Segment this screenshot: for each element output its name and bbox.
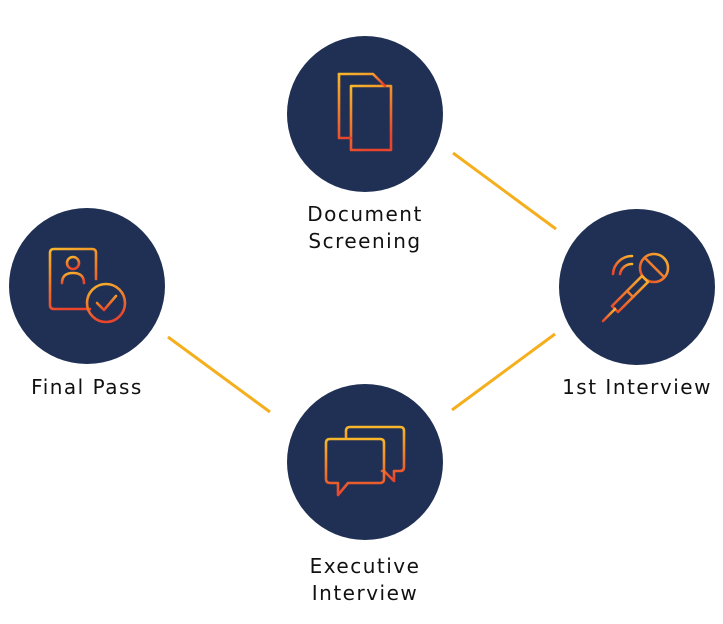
step-label-document-screening: Document Screening <box>307 202 423 253</box>
connector-executive-to-final-pass <box>167 335 271 414</box>
documents-icon <box>337 68 393 152</box>
step-executive-interview <box>287 384 443 540</box>
microphone-icon <box>601 252 670 323</box>
step-final-pass <box>9 208 165 364</box>
connector-first-interview-to-executive <box>451 332 556 412</box>
id-card-check-icon <box>48 247 127 324</box>
step-document-screening <box>287 36 443 192</box>
step-label-first-interview: 1st Interview <box>562 375 712 399</box>
step-first-interview <box>559 209 715 365</box>
chat-bubbles-icon <box>324 425 406 497</box>
step-label-executive-interview: Executive Interview <box>309 554 421 605</box>
step-label-final-pass: Final Pass <box>31 375 143 399</box>
connector-document-to-first-interview <box>452 151 557 231</box>
